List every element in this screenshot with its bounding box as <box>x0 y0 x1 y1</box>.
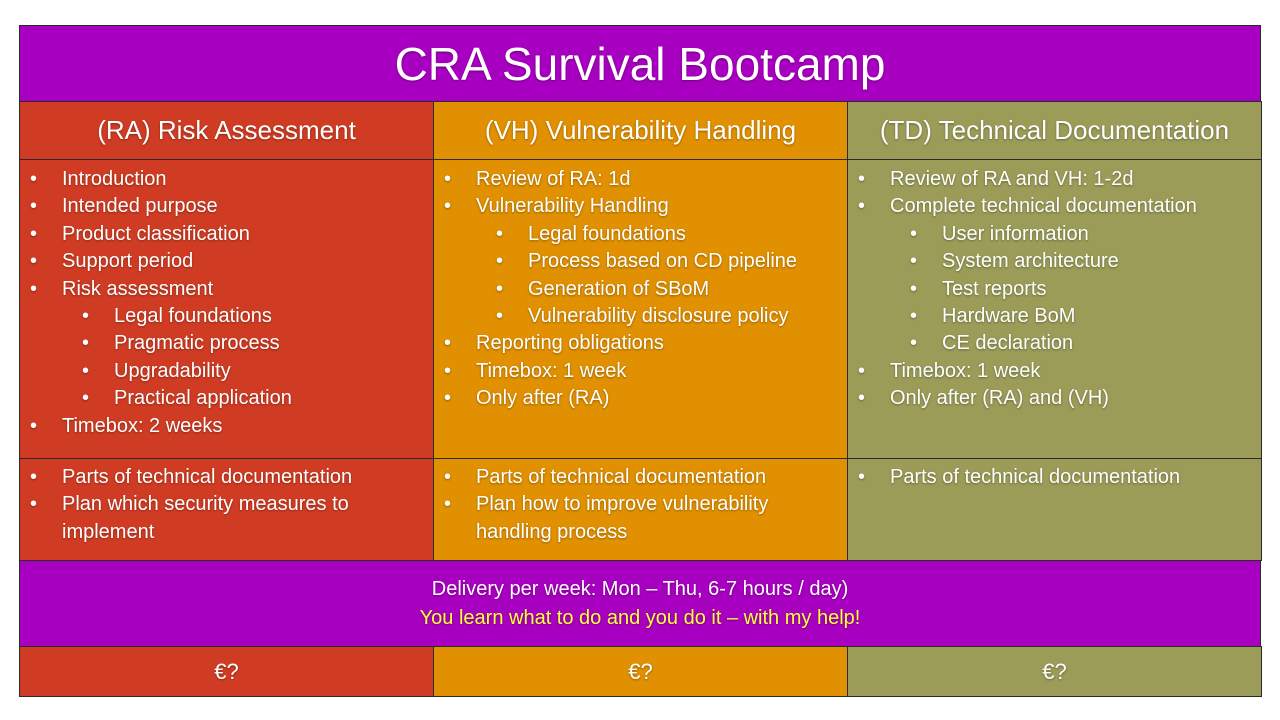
topic: Timebox: 2 weeks <box>20 413 433 441</box>
subtopic: User information <box>848 221 1261 249</box>
price: €? <box>214 658 239 684</box>
subtopic: Upgradability <box>20 358 433 386</box>
outcomes-cell: Parts of technical documentation <box>847 458 1262 561</box>
topic: Only after (RA) and (VH) <box>848 385 1261 413</box>
outcomes-cell: Parts of technical documentationPlan whi… <box>19 458 434 561</box>
column-header: (RA) Risk Assessment <box>19 101 434 160</box>
topic: Reporting obligations <box>434 330 847 358</box>
delivery-line: Delivery per week: Mon – Thu, 6-7 hours … <box>431 577 849 600</box>
topic: Vulnerability Handling <box>434 193 847 221</box>
subtopic: Practical application <box>20 385 433 413</box>
price-cell: €? <box>433 646 848 697</box>
outcome: Plan which security measures to implemen… <box>20 491 413 546</box>
topic: Review of RA and VH: 1-2d <box>848 166 1261 194</box>
column-header: (VH) Vulnerability Handling <box>433 101 848 160</box>
outcome: Plan how to improve vulnerability handli… <box>434 491 827 546</box>
subtopic: Legal foundations <box>434 221 847 249</box>
topics-cell: Review of RA and VH: 1-2dComplete techni… <box>847 159 1262 459</box>
topic: Intended purpose <box>20 193 433 221</box>
subtopic: System architecture <box>848 248 1261 276</box>
outcomes-cell: Parts of technical documentationPlan how… <box>433 458 848 561</box>
delivery-tagline: You learn what to do and you do it – wit… <box>419 606 861 629</box>
column-header: (TD) Technical Documentation <box>847 101 1262 160</box>
topic-list: IntroductionIntended purposeProduct clas… <box>20 160 433 440</box>
topic: Risk assessment <box>20 276 433 304</box>
title: CRA Survival Bootcamp <box>19 25 1261 102</box>
subtopic: Generation of SBoM <box>434 276 847 304</box>
topic: Only after (RA) <box>434 385 847 413</box>
price: €? <box>628 658 653 684</box>
outcome-list: Parts of technical documentationPlan how… <box>434 459 847 546</box>
topic: Product classification <box>20 221 433 249</box>
outcome: Parts of technical documentation <box>20 464 413 492</box>
price: €? <box>1042 658 1067 684</box>
subtopic: Vulnerability disclosure policy <box>434 303 847 331</box>
subtopic: Legal foundations <box>20 303 433 331</box>
topic: Complete technical documentation <box>848 193 1261 221</box>
header-text: (TD) Technical Documentation <box>879 115 1230 145</box>
topic-list: Review of RA: 1dVulnerability HandlingLe… <box>434 160 847 413</box>
outcome: Parts of technical documentation <box>434 464 827 492</box>
topic: Introduction <box>20 166 433 194</box>
topic: Timebox: 1 week <box>848 358 1261 386</box>
price-cell: €? <box>19 646 434 697</box>
subtopic: Hardware BoM <box>848 303 1261 331</box>
topic: Review of RA: 1d <box>434 166 847 194</box>
outcome: Parts of technical documentation <box>848 464 1241 492</box>
topic-list: Review of RA and VH: 1-2dComplete techni… <box>848 160 1261 413</box>
outcome-list: Parts of technical documentation <box>848 459 1261 492</box>
subtopic: Pragmatic process <box>20 330 433 358</box>
header-text: (RA) Risk Assessment <box>97 115 356 145</box>
topic: Timebox: 1 week <box>434 358 847 386</box>
topic: Support period <box>20 248 433 276</box>
outcome-list: Parts of technical documentationPlan whi… <box>20 459 433 546</box>
subtopic: Test reports <box>848 276 1261 304</box>
delivery-box: Delivery per week: Mon – Thu, 6-7 hours … <box>19 560 1261 647</box>
topics-cell: IntroductionIntended purposeProduct clas… <box>19 159 434 459</box>
subtopic: Process based on CD pipeline <box>434 248 847 276</box>
price-cell: €? <box>847 646 1262 697</box>
subtopic: CE declaration <box>848 330 1261 358</box>
header-text: (VH) Vulnerability Handling <box>484 115 797 145</box>
topics-cell: Review of RA: 1dVulnerability HandlingLe… <box>433 159 848 459</box>
